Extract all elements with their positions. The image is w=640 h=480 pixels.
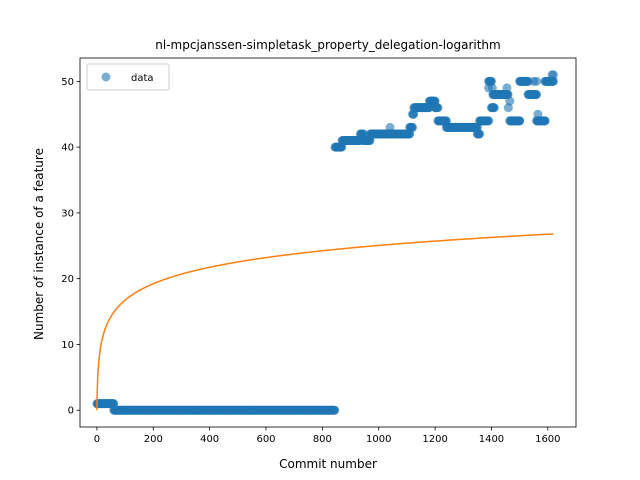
data-point (502, 83, 512, 93)
chart-title: nl-mpcjanssen-simpletask_property_delega… (155, 38, 500, 52)
data-point (433, 103, 443, 113)
legend-marker-data (101, 72, 111, 82)
x-tick-label: 600 (256, 434, 275, 445)
x-tick-label: 1000 (366, 434, 391, 445)
x-tick-label: 1200 (422, 434, 447, 445)
legend-box (86, 63, 170, 91)
data-point (540, 116, 550, 126)
x-tick-label: 400 (200, 434, 219, 445)
data-point (484, 116, 494, 126)
legend-label-data: data (131, 73, 154, 84)
y-tick-label: 30 (61, 208, 74, 219)
axes-frame (79, 57, 577, 428)
x-axis-label: Commit number (279, 457, 377, 471)
series-data (92, 70, 558, 415)
y-tick-label: 20 (61, 274, 74, 285)
data-point (515, 116, 525, 126)
y-tick-label: 10 (61, 340, 74, 351)
y-tick-label: 50 (61, 77, 74, 88)
data-point (527, 90, 537, 100)
data-point (487, 83, 497, 93)
x-tick-label: 1400 (479, 434, 504, 445)
y-tick-label: 40 (61, 143, 74, 154)
data-point (498, 90, 508, 100)
data-point (505, 96, 515, 106)
x-tick-label: 0 (94, 434, 100, 445)
axes: 0 200 400 600 800 1000 1200 1400 1600 0 10 20 30 40 50 (61, 57, 577, 445)
data-point (489, 103, 499, 113)
y-tick-label: 0 (68, 406, 74, 417)
x-tick-label: 800 (313, 434, 332, 445)
plot-area (92, 70, 558, 415)
data-point (475, 129, 485, 139)
x-tick-label: 1600 (535, 434, 560, 445)
data-point (508, 116, 518, 126)
data-point (520, 76, 530, 86)
data-point (408, 122, 418, 132)
y-axis-label: Number of instance of a feature (32, 148, 46, 340)
legend: data (86, 63, 170, 91)
x-tick-label: 200 (144, 434, 163, 445)
data-point (330, 405, 340, 415)
data-point (548, 70, 558, 80)
data-point (532, 76, 542, 86)
series-fit-line (96, 233, 554, 411)
data-point (385, 122, 395, 132)
